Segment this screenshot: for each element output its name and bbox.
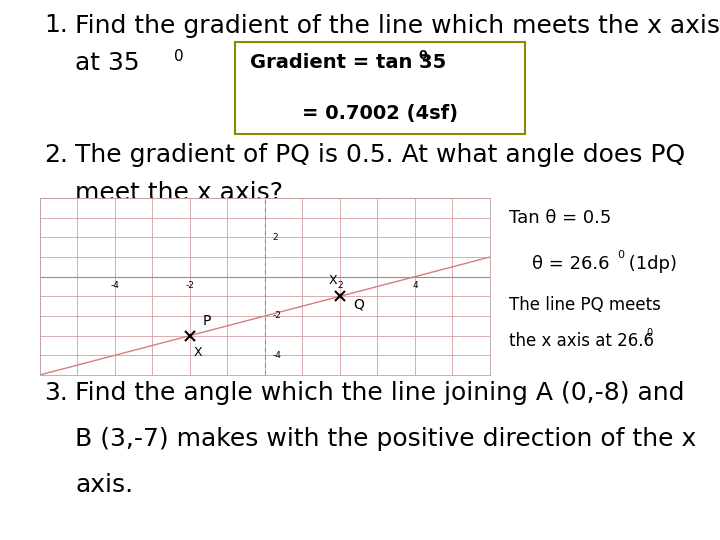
Text: P: P <box>203 314 211 328</box>
Text: 1.: 1. <box>44 14 68 37</box>
Text: 0: 0 <box>174 49 184 64</box>
Text: the x axis at 26.6: the x axis at 26.6 <box>509 333 654 350</box>
Text: (1dp): (1dp) <box>623 255 677 273</box>
Text: X: X <box>194 347 202 360</box>
Text: -4: -4 <box>272 351 282 360</box>
Text: 2.: 2. <box>44 143 68 167</box>
Text: X: X <box>328 273 337 287</box>
Text: 2: 2 <box>272 233 278 242</box>
Text: The gradient of PQ is 0.5. At what angle does PQ: The gradient of PQ is 0.5. At what angle… <box>75 143 685 167</box>
Text: 2: 2 <box>337 281 343 289</box>
Text: -2: -2 <box>272 312 282 321</box>
Text: 3.: 3. <box>44 381 68 404</box>
FancyBboxPatch shape <box>235 42 526 134</box>
Text: -2: -2 <box>185 281 194 289</box>
Text: 0: 0 <box>617 251 624 260</box>
Text: θ = 26.6: θ = 26.6 <box>532 255 609 273</box>
Text: Find the gradient of the line which meets the x axis: Find the gradient of the line which meet… <box>75 14 720 37</box>
Text: Q: Q <box>353 298 364 312</box>
Text: 0: 0 <box>647 328 653 338</box>
Text: B (3,-7) makes with the positive direction of the x: B (3,-7) makes with the positive directi… <box>75 427 696 450</box>
Text: The line PQ meets: The line PQ meets <box>509 296 661 314</box>
Text: meet the x axis?: meet the x axis? <box>75 181 283 205</box>
Text: Find the angle which the line joining A (0,-8) and: Find the angle which the line joining A … <box>75 381 685 404</box>
Text: axis.: axis. <box>75 472 133 496</box>
Text: at 35: at 35 <box>75 51 140 75</box>
Text: Gradient = tan 35: Gradient = tan 35 <box>250 53 446 72</box>
Text: 4: 4 <box>412 281 418 289</box>
Text: 0: 0 <box>418 49 428 62</box>
Text: = 0.7002 (4sf): = 0.7002 (4sf) <box>302 104 459 123</box>
Text: -4: -4 <box>110 281 119 289</box>
Text: Tan θ = 0.5: Tan θ = 0.5 <box>509 210 612 227</box>
